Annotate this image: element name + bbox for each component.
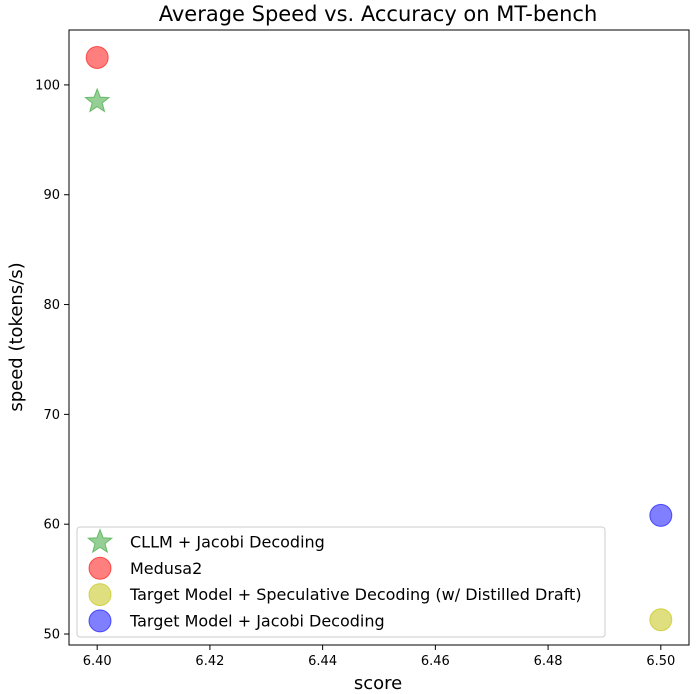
x-tick-label: 6.42 <box>195 654 224 669</box>
legend-box <box>76 526 606 638</box>
y-tick-label: 60 <box>43 518 60 533</box>
y-tick-label: 90 <box>43 188 60 203</box>
y-tick-label: 100 <box>35 78 60 93</box>
y-tick-label: 80 <box>43 298 60 313</box>
data-point <box>85 45 109 69</box>
x-tick-label: 6.46 <box>421 654 450 669</box>
data-point <box>83 87 111 113</box>
legend-label: Target Model + Speculative Decoding (w/ … <box>129 585 582 604</box>
legend-marker <box>88 556 112 580</box>
y-axis: 50 60 70 80 90 100 <box>35 78 69 643</box>
y-tick-label: 70 <box>43 408 60 423</box>
x-tick-label: 6.40 <box>83 654 112 669</box>
legend-label: Target Model + Jacobi Decoding <box>129 611 385 630</box>
x-tick-label: 6.48 <box>534 654 563 669</box>
legend-marker <box>88 609 112 633</box>
x-tick-label: 6.44 <box>308 654 337 669</box>
y-tick-label: 50 <box>43 628 60 643</box>
data-points <box>83 45 673 632</box>
x-axis-title: score <box>354 673 402 694</box>
y-axis-title: speed (tokens/s) <box>6 262 27 411</box>
chart-title: Average Speed vs. Accuracy on MT-bench <box>159 2 598 26</box>
legend-label: CLLM + Jacobi Decoding <box>130 533 325 552</box>
data-point <box>649 608 673 632</box>
legend-label: Medusa2 <box>130 559 202 578</box>
data-point <box>649 503 673 527</box>
legend: CLLM + Jacobi Decoding Medusa2 Target Mode… <box>76 526 606 638</box>
x-axis: 6.40 6.42 6.44 6.46 6.48 6.50 <box>83 645 675 669</box>
x-tick-label: 6.50 <box>646 654 675 669</box>
legend-marker <box>88 583 112 607</box>
legend-marker <box>86 528 114 554</box>
plot-area <box>68 29 690 646</box>
